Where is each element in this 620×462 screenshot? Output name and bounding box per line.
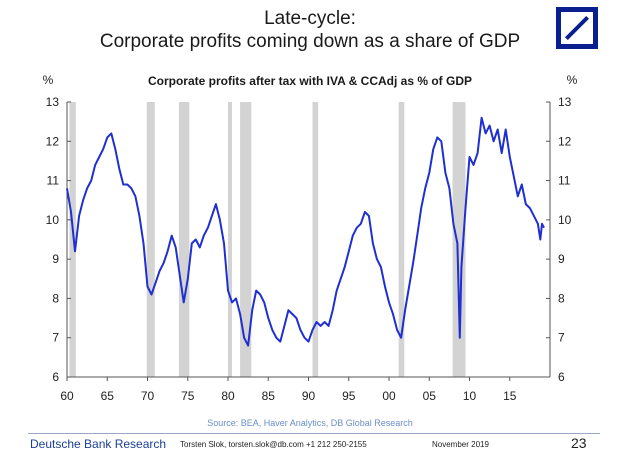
y-tick-label-right: 12 xyxy=(558,134,572,148)
footer-contact: Torsten Slok, torsten.slok@db.com +1 212… xyxy=(180,440,367,449)
x-tick-label: 95 xyxy=(342,389,356,403)
page-title-line1: Late-cycle: xyxy=(264,8,356,29)
recession-band xyxy=(312,102,319,377)
recession-band xyxy=(228,102,233,377)
page-title-line2: Corporate profits coming down as a share… xyxy=(99,31,521,52)
recession-band xyxy=(69,102,76,377)
chart-axes: 6 6 7 7 8 8 9 9 10 10 11 11 12 12 13 13 60 65 70 75 80 85 90 95… xyxy=(46,95,572,403)
x-tick-label: 05 xyxy=(423,389,437,403)
source-note: Source: BEA, Haver Analytics, DB Global … xyxy=(207,418,413,428)
recession-band xyxy=(398,102,405,377)
y-tick-label-right: 6 xyxy=(558,370,565,384)
x-tick-label: 15 xyxy=(503,389,517,403)
footer-date: November 2019 xyxy=(432,440,489,449)
x-tick-label: 85 xyxy=(262,389,276,403)
y-tick-label-right: 10 xyxy=(558,213,572,227)
y-tick-label-left: 6 xyxy=(52,370,59,384)
x-tick-label: 65 xyxy=(101,389,115,403)
x-tick-label: 70 xyxy=(141,389,155,403)
x-tick-label: 80 xyxy=(221,389,235,403)
profit-series xyxy=(66,116,545,347)
x-tick-label: 10 xyxy=(463,389,477,403)
x-tick-label: 90 xyxy=(302,389,316,403)
x-tick-label: 60 xyxy=(60,389,74,403)
y-unit-left: % xyxy=(43,73,54,87)
x-tick-label: 75 xyxy=(181,389,195,403)
y-tick-label-right: 7 xyxy=(558,331,565,345)
y-tick-label-right: 11 xyxy=(558,174,571,188)
recession-band xyxy=(146,102,155,377)
deutsche-bank-logo-icon xyxy=(556,7,598,49)
y-tick-label-left: 8 xyxy=(52,291,59,305)
series-line-0 xyxy=(66,116,545,347)
footer-divider xyxy=(28,433,600,434)
y-tick-label-left: 12 xyxy=(46,134,60,148)
y-tick-label-right: 8 xyxy=(558,291,565,305)
y-tick-label-left: 13 xyxy=(46,95,60,109)
y-tick-label-left: 11 xyxy=(47,174,60,188)
page-number: 23 xyxy=(571,435,587,451)
y-tick-label-left: 10 xyxy=(46,213,60,227)
y-unit-right: % xyxy=(567,73,578,87)
recession-band xyxy=(240,102,252,377)
footer-brand: Deutsche Bank Research xyxy=(30,437,167,451)
y-tick-label-right: 9 xyxy=(558,252,565,266)
recession-band xyxy=(178,102,190,377)
y-tick-label-left: 7 xyxy=(52,331,59,345)
recession-band xyxy=(452,102,466,377)
y-tick-label-left: 9 xyxy=(52,252,59,266)
y-tick-label-right: 13 xyxy=(558,95,572,109)
chart-title: Corporate profits after tax with IVA & C… xyxy=(147,74,473,88)
recession-bands xyxy=(69,102,466,377)
x-tick-label: 00 xyxy=(382,389,396,403)
